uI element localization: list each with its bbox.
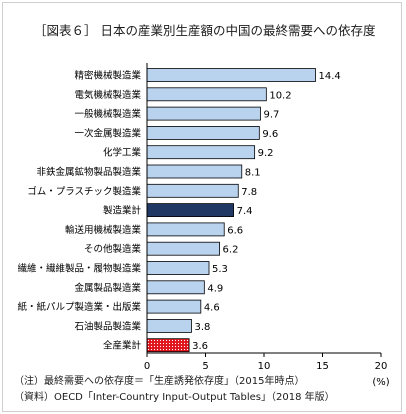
chart-frame	[2, 2, 402, 412]
category-label: 化学工業	[103, 147, 142, 159]
x-tick-label: 0	[144, 361, 150, 372]
category-label: 一次金属製造業	[74, 127, 141, 139]
value-label: 3.8	[194, 322, 210, 333]
category-label: 石油製品製造業	[74, 320, 141, 332]
x-tick-label: 15	[316, 361, 329, 372]
value-label: 4.6	[204, 303, 220, 314]
category-label: 非鉄金属鉱物製品製造業	[36, 166, 141, 178]
bar	[146, 318, 192, 333]
category-label: 一般機械製造業	[74, 108, 141, 120]
bar	[146, 87, 267, 102]
value-label: 4.9	[207, 283, 223, 294]
bar	[146, 164, 243, 179]
x-axis-unit: (%)	[372, 377, 389, 388]
category-label: 全産業計	[103, 340, 142, 352]
category-label: 輸送用機械製造業	[65, 224, 142, 236]
bar	[146, 126, 260, 140]
bar	[146, 222, 225, 237]
value-label: 7.8	[241, 187, 257, 198]
value-label: 9.7	[263, 110, 279, 121]
value-label: 9.6	[262, 129, 278, 140]
category-label: 製造業計	[103, 205, 142, 217]
bar	[146, 183, 239, 198]
value-label: 5.3	[212, 264, 228, 275]
x-tick-label: 5	[202, 361, 208, 372]
category-label: 電気機械製造業	[74, 89, 141, 101]
x-tick-label: 10	[258, 361, 271, 372]
bar	[146, 106, 261, 121]
bar	[146, 68, 316, 82]
bar	[146, 145, 256, 160]
bar	[146, 299, 202, 314]
chart-notes: （注）最終需要への依存度＝「生産誘発依存度」（2015年時点） （資料）OECD…	[14, 374, 335, 406]
category-label: 金属製品製造業	[74, 282, 141, 294]
value-label: 10.2	[269, 90, 291, 101]
value-label: 8.1	[245, 168, 261, 179]
category-label: 精密機械製造業	[74, 70, 141, 82]
bar	[146, 338, 190, 353]
bar	[146, 203, 234, 218]
category-label: その他製造業	[84, 243, 142, 255]
category-label: ゴム・プラスチック製造業	[27, 185, 141, 197]
bar	[146, 261, 210, 275]
chart-title: ［図表６］ 日本の産業別生産額の中国の最終需要への依存度	[34, 23, 376, 38]
note-text: （注）最終需要への依存度＝「生産誘発依存度」（2015年時点）	[14, 376, 305, 387]
x-tick-label: 20	[375, 361, 388, 372]
bar	[146, 241, 220, 256]
bar	[146, 280, 205, 295]
value-label: 7.4	[237, 206, 253, 217]
category-label: 繊維・繊維製品・履物製造業	[17, 263, 141, 275]
value-label: 9.2	[258, 148, 274, 159]
source-text: （資料）OECD「Inter-Country Input-Output Tabl…	[14, 392, 335, 403]
category-label: 紙・紙パルプ製造業・出版業	[17, 301, 141, 313]
value-label: 6.6	[227, 225, 243, 236]
value-label: 6.2	[223, 245, 239, 256]
value-label: 3.6	[192, 341, 208, 352]
value-label: 14.4	[318, 71, 340, 82]
